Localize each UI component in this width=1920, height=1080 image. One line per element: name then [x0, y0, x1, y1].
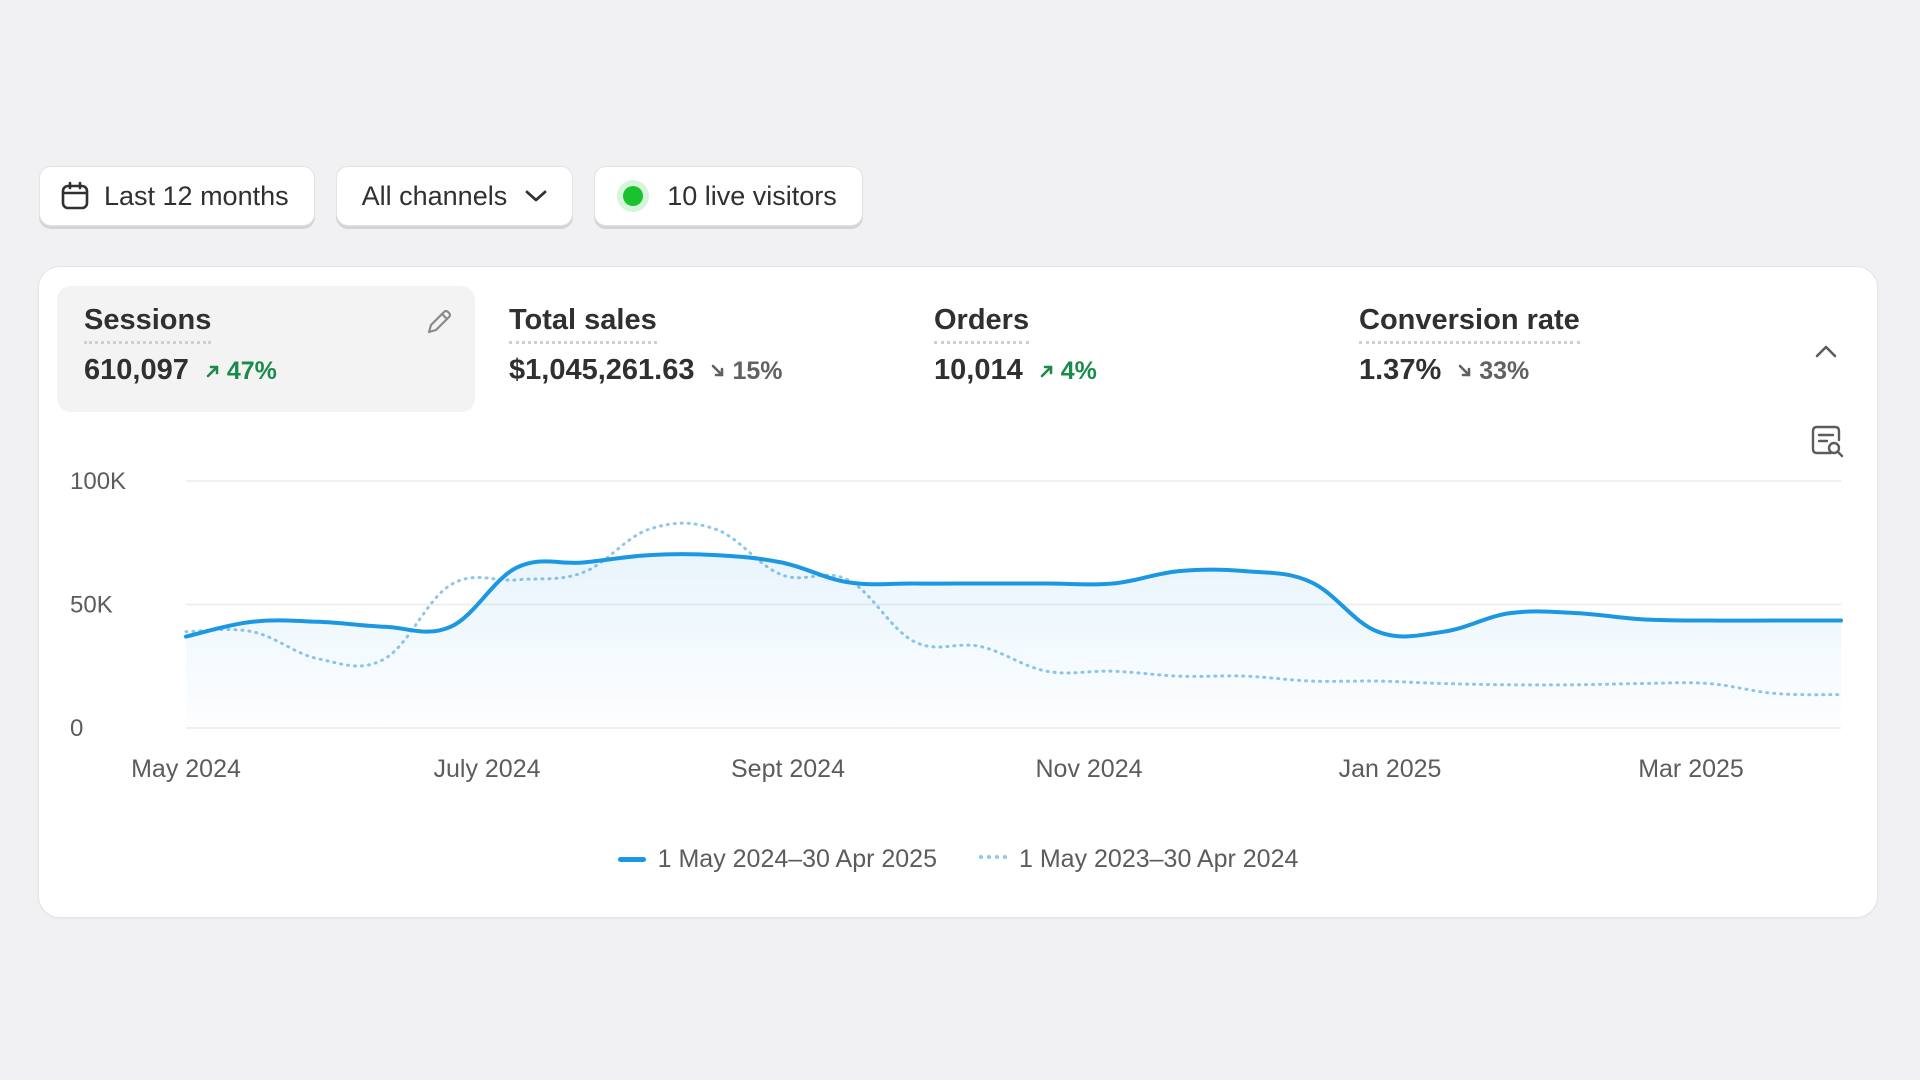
- x-tick-label: Mar 2025: [1638, 755, 1744, 783]
- chart-legend: 1 May 2024–30 Apr 2025 1 May 2023–30 Apr…: [39, 845, 1877, 874]
- chevron-down-icon: [525, 189, 547, 203]
- metric-change: 33%: [1457, 357, 1529, 386]
- live-status-dot: [623, 186, 644, 206]
- metric-conversion-rate[interactable]: Conversion rate 1.37% 33%: [1332, 286, 1750, 412]
- legend-swatch-dotted: [979, 855, 1007, 864]
- channels-dropdown[interactable]: All channels: [335, 166, 574, 226]
- y-tick-label: 100K: [70, 468, 126, 495]
- x-tick-label: July 2024: [433, 755, 540, 783]
- date-range-button[interactable]: Last 12 months: [39, 166, 315, 226]
- metric-change-value: 4%: [1060, 356, 1097, 385]
- x-tick-label: Jan 2025: [1339, 755, 1442, 783]
- view-report-button[interactable]: [1809, 423, 1845, 464]
- arrow-up-right-icon: [206, 365, 219, 378]
- metric-label: Total sales: [509, 304, 657, 344]
- metric-label: Orders: [934, 304, 1030, 344]
- legend-label-previous: 1 May 2023–30 Apr 2024: [1019, 845, 1299, 873]
- edit-metric-button[interactable]: [423, 306, 455, 343]
- date-range-label: Last 12 months: [104, 180, 289, 211]
- metric-orders[interactable]: Orders 10,014 4%: [907, 286, 1325, 412]
- legend-swatch-solid: [617, 857, 646, 862]
- analytics-card: Sessions 610,097 47% Total sales $1,045,…: [38, 266, 1878, 918]
- x-tick-label: Nov 2024: [1035, 755, 1142, 783]
- x-tick-label: Sept 2024: [731, 755, 845, 783]
- metric-total-sales[interactable]: Total sales $1,045,261.63 15%: [482, 286, 900, 412]
- arrow-down-right-icon: [712, 364, 724, 377]
- calendar-icon: [60, 181, 90, 211]
- metric-change: 4%: [1039, 357, 1097, 386]
- y-tick-label: 50K: [70, 592, 113, 619]
- metric-change: 47%: [205, 357, 277, 386]
- metric-change-value: 15%: [732, 356, 783, 385]
- x-tick-label: May 2024: [131, 755, 241, 783]
- metric-label: Conversion rate: [1359, 304, 1580, 344]
- metric-value: 10,014: [934, 354, 1023, 386]
- metric-change-value: 33%: [1479, 356, 1530, 385]
- series-line-current: [184, 552, 1843, 639]
- metric-value: $1,045,261.63: [509, 354, 695, 386]
- legend-item-previous[interactable]: 1 May 2023–30 Apr 2024: [979, 845, 1298, 874]
- metric-sessions[interactable]: Sessions 610,097 47%: [57, 286, 475, 412]
- collapse-button[interactable]: [1811, 337, 1841, 372]
- filter-toolbar: Last 12 months All channels 10 live visi…: [39, 166, 863, 226]
- arrow-up-right-icon: [1040, 365, 1053, 378]
- metric-value: 1.37%: [1359, 354, 1442, 386]
- arrow-down-right-icon: [1458, 364, 1471, 377]
- metric-change: 15%: [710, 356, 783, 386]
- live-visitors-label: 10 live visitors: [667, 180, 837, 211]
- metric-value: 610,097: [84, 354, 189, 386]
- report-search-icon: [1811, 425, 1844, 458]
- chevron-up-icon: [1815, 345, 1837, 358]
- sessions-line-chart: 0 50K 100K May 2024 July 2024 Sept 2024 Nov 20…: [70, 468, 1843, 783]
- live-visitors-button[interactable]: 10 live visitors: [594, 166, 863, 226]
- y-tick-label: 0: [70, 715, 83, 742]
- legend-item-current[interactable]: 1 May 2024–30 Apr 2025: [617, 845, 937, 874]
- metric-label: Sessions: [84, 304, 212, 344]
- metric-change-value: 47%: [226, 356, 277, 385]
- series-area-current: [186, 554, 1841, 728]
- channels-label: All channels: [361, 180, 508, 211]
- legend-label-current: 1 May 2024–30 Apr 2025: [657, 845, 937, 873]
- pencil-icon: [427, 309, 452, 334]
